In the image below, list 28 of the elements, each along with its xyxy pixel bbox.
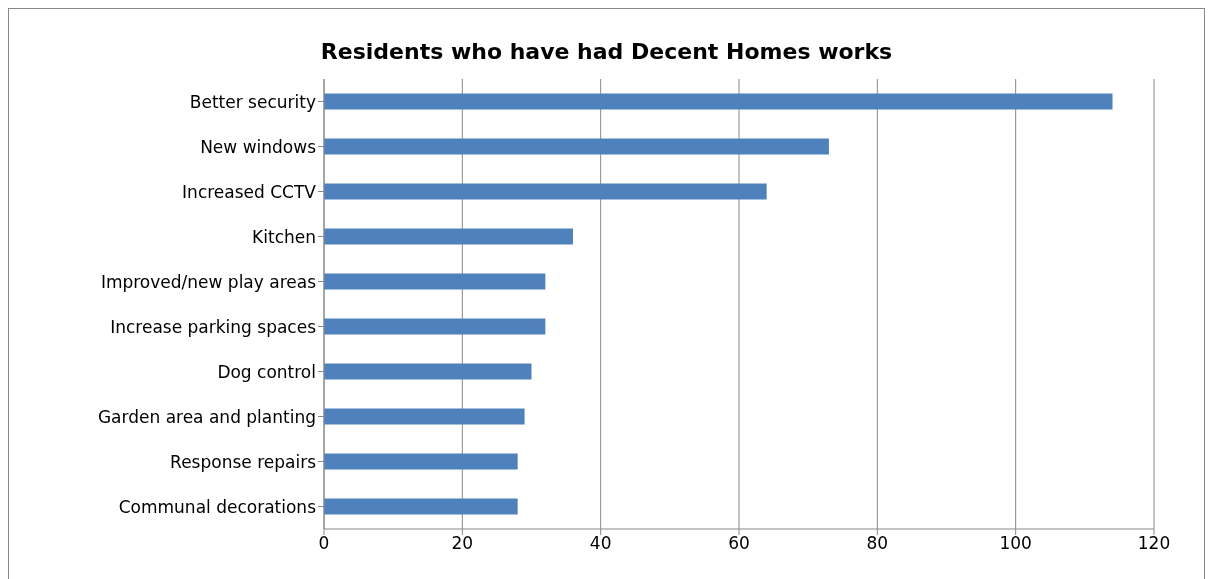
bar [324,318,546,335]
y-tick-label: Communal decorations [118,496,317,517]
bar [324,498,518,515]
x-tick-label: 20 [451,533,474,554]
y-tick-label: Garden area and planting [97,406,316,427]
bar [324,183,767,200]
y-tick-label: Kitchen [252,226,316,247]
y-tick-label: Response repairs [170,451,317,472]
x-tick-label: 60 [728,533,750,554]
x-tick-label: 120 [1137,533,1171,554]
x-tick-label: 100 [999,533,1032,554]
x-tick-label: 80 [866,533,889,554]
bar [324,138,829,155]
bar [324,273,546,290]
y-tick-label: Better security [189,91,316,112]
y-tick-label: New windows [200,136,317,157]
y-tick-label: Increased CCTV [182,181,317,202]
y-tick-label: Increase parking spaces [110,316,317,337]
bar [324,93,1113,110]
y-tick-label: Improved/new play areas [100,271,317,292]
bar [324,453,518,470]
x-tick-label: 40 [589,533,612,554]
y-tick-label: Dog control [217,361,316,382]
chart-title: Residents who have had Decent Homes works [319,38,894,66]
bar [324,228,573,245]
bar [324,408,525,425]
x-tick-label: 0 [318,533,330,554]
bar [324,363,532,380]
